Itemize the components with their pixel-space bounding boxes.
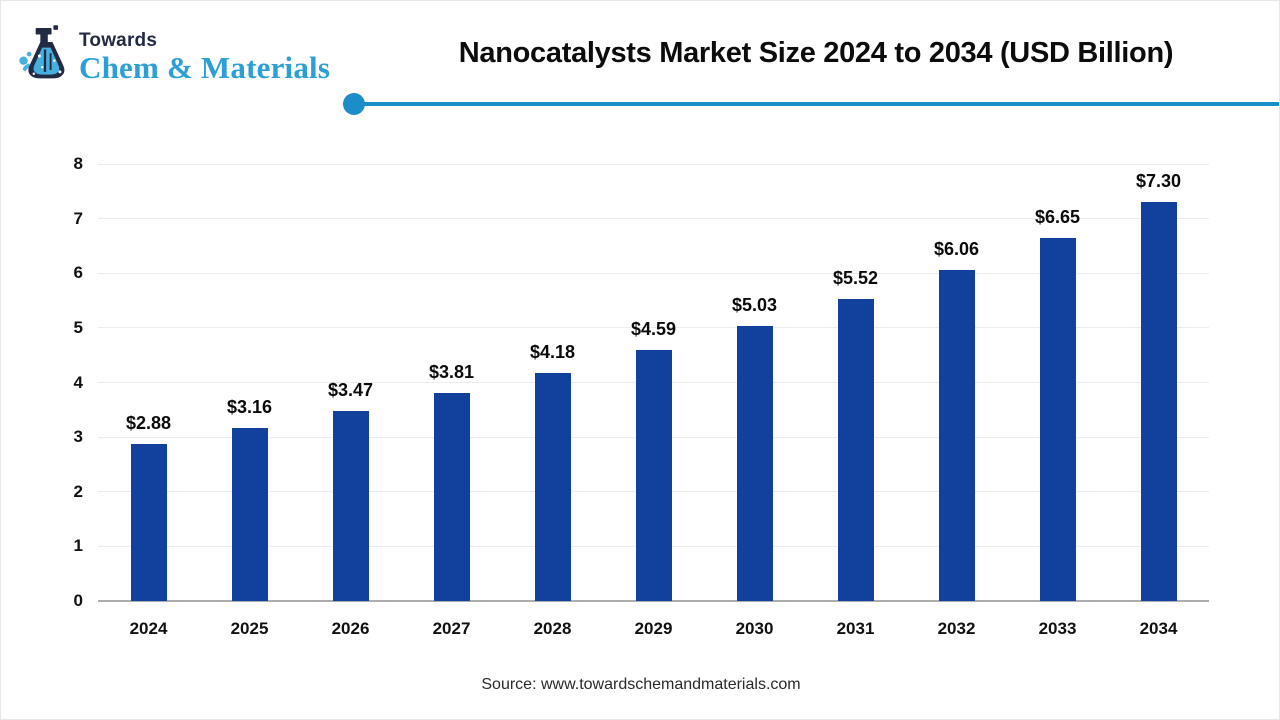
- x-axis-tick-2033: 2033: [1038, 619, 1077, 638]
- y-axis-tick-0: 0: [73, 591, 83, 610]
- bar-2024: [130, 443, 167, 601]
- gridline-y-7: [98, 218, 1209, 220]
- bar-2032: [938, 269, 975, 601]
- bar-2028: [534, 372, 571, 601]
- x-axis-tick-2026: 2026: [331, 619, 370, 638]
- y-axis-tick-4: 4: [73, 372, 83, 392]
- bar-value-label-2025: $3.16: [226, 397, 273, 418]
- brand-text: Towards Chem & Materials: [79, 25, 330, 84]
- y-axis-tick-2: 2: [73, 481, 83, 501]
- page-title: Nanocatalysts Market Size 2024 to 2034 (…: [458, 37, 1174, 69]
- gridline-y-8: [98, 163, 1209, 165]
- bar-value-label-2034: $7.30: [1135, 171, 1182, 192]
- bar-value-label-2029: $4.59: [630, 319, 677, 340]
- bar-2026: [332, 411, 369, 601]
- brand-logo: Towards Chem & Materials: [17, 25, 330, 87]
- x-axis-tick-2028: 2028: [533, 619, 572, 638]
- y-axis-tick-3: 3: [73, 427, 83, 447]
- y-axis-tick-5: 5: [73, 317, 83, 337]
- brand-name-bottom: Chem & Materials: [79, 49, 331, 85]
- bar-value-label-2033: $6.65: [1034, 206, 1081, 227]
- x-axis-tick-2025: 2025: [230, 619, 269, 638]
- bar-value-label-2024: $2.88: [125, 412, 172, 433]
- bar-value-label-2026: $3.47: [327, 380, 374, 401]
- y-axis-tick-6: 6: [73, 263, 83, 283]
- bar-value-label-2031: $5.52: [832, 268, 879, 289]
- bar-value-label-2032: $6.06: [933, 238, 980, 259]
- accent-rule: [353, 102, 1279, 106]
- source-text: Source: www.towardschemandmaterials.com: [481, 676, 801, 693]
- gridline-y-6: [98, 272, 1209, 274]
- y-axis-tick-7: 7: [73, 208, 83, 228]
- bar-value-label-2028: $4.18: [529, 341, 576, 362]
- gridline-y-5: [98, 327, 1209, 329]
- y-axis-tick-8: 8: [73, 154, 83, 173]
- gridline-y-0: [98, 600, 1209, 602]
- x-axis-tick-2027: 2027: [432, 619, 471, 638]
- x-axis-tick-2032: 2032: [937, 619, 976, 638]
- y-axis-tick-1: 1: [73, 536, 83, 556]
- bar-2025: [231, 428, 268, 601]
- bar-2033: [1039, 237, 1076, 601]
- bar-2031: [837, 299, 874, 601]
- x-axis-tick-2024: 2024: [129, 619, 168, 638]
- flask-icon: [19, 25, 65, 79]
- brand-name-top: Towards: [79, 30, 158, 51]
- x-axis-tick-2029: 2029: [634, 619, 673, 638]
- bar-2030: [736, 326, 773, 601]
- bar-value-label-2027: $3.81: [428, 361, 475, 382]
- bar-2027: [433, 392, 470, 601]
- x-axis-tick-2034: 2034: [1139, 619, 1178, 638]
- bar-value-label-2030: $5.03: [731, 295, 778, 316]
- x-axis-tick-2030: 2030: [735, 619, 774, 638]
- x-axis-tick-2031: 2031: [836, 619, 875, 638]
- bar-2029: [635, 350, 672, 601]
- bar-2034: [1140, 202, 1177, 601]
